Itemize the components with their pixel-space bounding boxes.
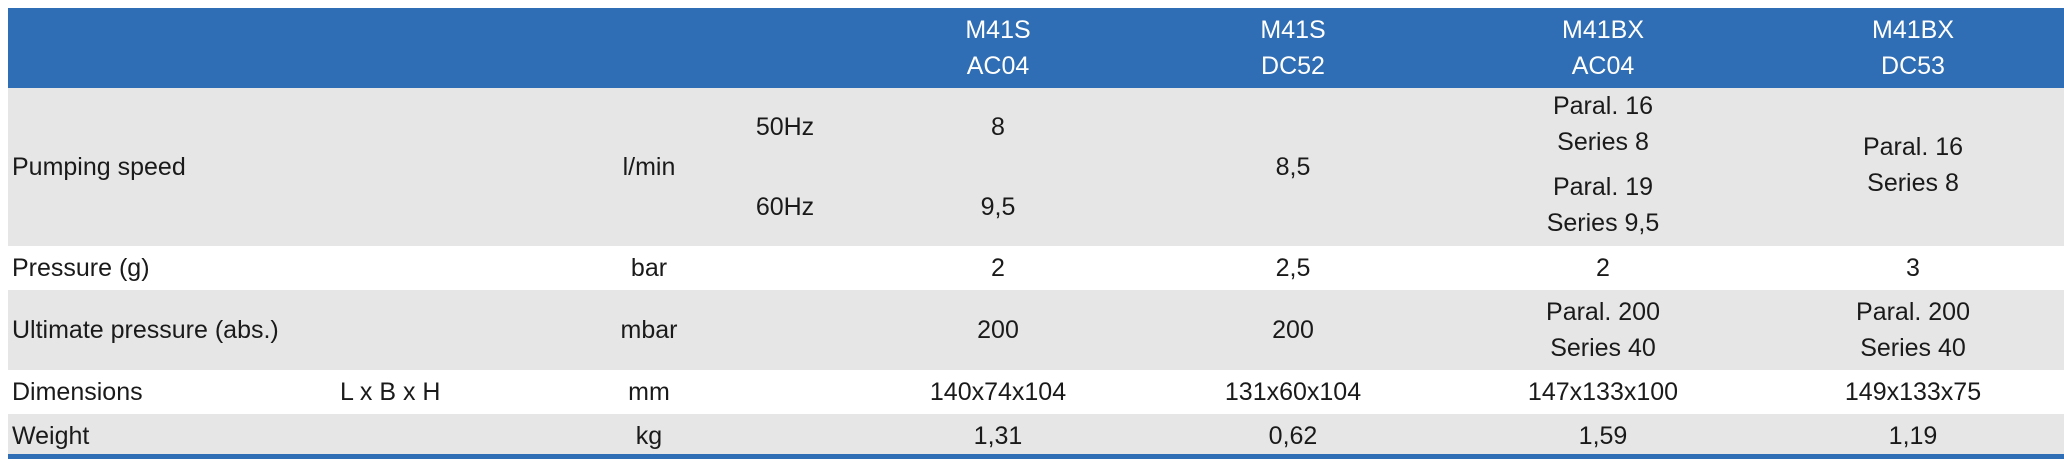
- table-row-weight: Weight kg 1,31 0,62 1,59 1,19: [8, 414, 2064, 458]
- m41s-dc52-weight: 0,62: [1268, 422, 1318, 450]
- m41bx-dc53-ultimate-pressure-line2: Series 40: [1860, 334, 1966, 362]
- m41bx-ac04-speed-50hz-line1: Paral. 16: [1552, 92, 1654, 120]
- frequency-60hz: 60Hz: [755, 193, 815, 221]
- unit-pumping-speed: l/min: [622, 153, 676, 181]
- m41bx-ac04-ultimate-pressure-line2: Series 40: [1550, 334, 1656, 362]
- m41bx-dc53-dimensions: 149x133x75: [1844, 378, 1982, 406]
- m41bx-dc53-ultimate-pressure-line1: Paral. 200: [1856, 298, 1970, 326]
- unit-weight: kg: [635, 422, 663, 450]
- row-label-pumping-speed: Pumping speed: [12, 153, 186, 181]
- table-header-row: M41S AC04 M41S DC52 M41BX AC04 M41BX DC5…: [8, 8, 2064, 88]
- m41s-dc52-speed: 8,5: [1275, 153, 1311, 181]
- m41bx-ac04-dimensions: 147x133x100: [1527, 378, 1679, 406]
- col-header-m41bx-ac04-line2: AC04: [1571, 52, 1635, 80]
- m41bx-ac04-speed-60hz-line2: Series 9,5: [1546, 209, 1660, 237]
- m41s-ac04-speed-50hz: 8: [991, 113, 1005, 141]
- m41s-ac04-pressure: 2: [991, 254, 1005, 282]
- col-header-m41s-ac04-line1: M41S: [965, 16, 1031, 44]
- m41s-ac04-ultimate-pressure: 200: [977, 316, 1019, 344]
- m41bx-ac04-speed-50hz-line2: Series 8: [1557, 128, 1649, 156]
- m41s-dc52-dimensions: 131x60x104: [1224, 378, 1362, 406]
- col-header-m41bx-dc53-line1: M41BX: [1872, 16, 1954, 44]
- m41s-ac04-dimensions: 140x74x104: [929, 378, 1067, 406]
- m41bx-ac04-pressure: 2: [1596, 254, 1610, 282]
- table-bottom-rule: [8, 454, 2064, 459]
- m41bx-dc53-pressure: 3: [1906, 254, 1920, 282]
- col-header-m41s-ac04-line2: AC04: [966, 52, 1030, 80]
- m41bx-ac04-ultimate-pressure-line1: Paral. 200: [1546, 298, 1660, 326]
- unit-ultimate-pressure: mbar: [620, 316, 678, 344]
- m41s-dc52-ultimate-pressure: 200: [1272, 316, 1314, 344]
- unit-pressure: bar: [630, 254, 668, 282]
- m41s-dc52-pressure: 2,5: [1275, 254, 1311, 282]
- m41bx-dc53-weight: 1,19: [1888, 422, 1938, 450]
- row-label-dimensions: Dimensions: [12, 378, 143, 406]
- table-row-ultimate-pressure: Ultimate pressure (abs.) mbar 200 200 Pa…: [8, 290, 2064, 370]
- table-row-pressure: Pressure (g) bar 2 2,5 2 3: [8, 246, 2064, 290]
- unit-dimensions: mm: [628, 378, 670, 406]
- frequency-50hz: 50Hz: [755, 113, 815, 141]
- col-header-m41s-dc52-line1: M41S: [1260, 16, 1326, 44]
- col-header-m41bx-ac04-line1: M41BX: [1562, 16, 1644, 44]
- row-label-weight: Weight: [12, 422, 90, 450]
- m41bx-ac04-weight: 1,59: [1578, 422, 1628, 450]
- table-row-dimensions: Dimensions L x B x H mm 140x74x104 131x6…: [8, 370, 2064, 414]
- table-row-pumping-speed: Pumping speed l/min 50Hz 60Hz 8 9,5 8,5 …: [8, 88, 2064, 246]
- row-label-ultimate-pressure: Ultimate pressure (abs.): [12, 316, 279, 344]
- m41bx-dc53-speed-line1: Paral. 16: [1862, 133, 1964, 161]
- col-header-m41bx-dc53-line2: DC53: [1881, 52, 1945, 80]
- dimensions-sublabel: L x B x H: [340, 378, 441, 406]
- col-header-m41s-dc52-line2: DC52: [1261, 52, 1325, 80]
- m41bx-dc53-speed-line2: Series 8: [1867, 169, 1959, 197]
- m41s-ac04-speed-60hz: 9,5: [980, 193, 1016, 221]
- row-label-pressure: Pressure (g): [12, 254, 150, 282]
- m41bx-ac04-speed-60hz-line1: Paral. 19: [1552, 173, 1654, 201]
- spec-table: M41S AC04 M41S DC52 M41BX AC04 M41BX DC5…: [8, 8, 2064, 458]
- m41s-ac04-weight: 1,31: [973, 422, 1023, 450]
